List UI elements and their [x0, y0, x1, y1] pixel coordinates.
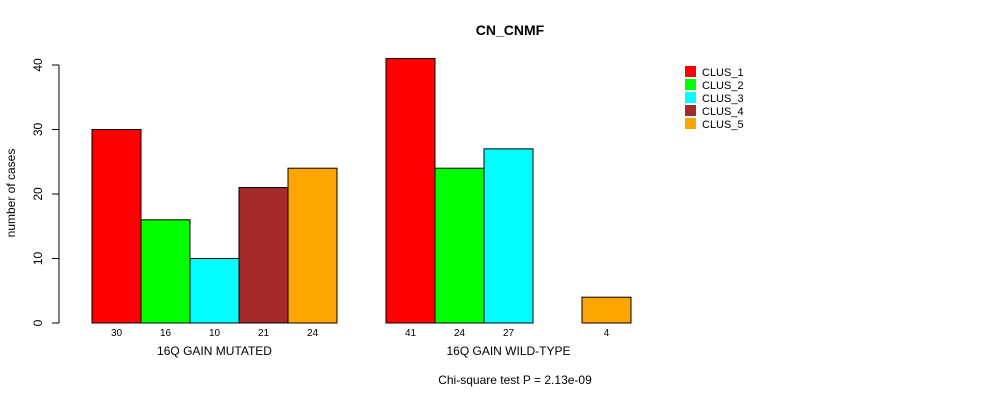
y-axis-label: number of cases: [4, 149, 18, 238]
group-label: 16Q GAIN MUTATED: [157, 344, 272, 358]
bar-value-label: 21: [258, 328, 270, 339]
bars: [91, 58, 632, 324]
legend-swatch: [685, 92, 696, 103]
legend-swatch: [685, 118, 696, 129]
bar-value-label: 10: [209, 328, 221, 339]
bar-value-label: 27: [503, 328, 515, 339]
group-label: 16Q GAIN WILD-TYPE: [446, 344, 570, 358]
bar-clus-5: [581, 296, 632, 324]
y-tick-label: 40: [31, 58, 45, 72]
bar-clus-3: [189, 258, 240, 324]
y-tick-label: 20: [31, 187, 45, 201]
legend-swatch: [685, 66, 696, 77]
y-axis: 0 10 20 30 40: [31, 58, 60, 326]
legend-swatch: [685, 79, 696, 90]
chart-title: CN_CNMF: [476, 22, 545, 38]
bar-clus-5: [287, 167, 338, 324]
chi-square-footnote: Chi-square test P = 2.13e-09: [438, 373, 592, 387]
bar-value-label: 30: [111, 328, 123, 339]
y-tick-label: 30: [31, 123, 45, 137]
bar-clus-1: [385, 58, 436, 324]
bar-clus-3: [483, 148, 534, 324]
legend-swatch: [685, 105, 696, 116]
bar-value-label: 24: [454, 328, 466, 339]
bar-value-label: 41: [405, 328, 417, 339]
legend-label: CLUS_5: [702, 119, 744, 131]
bar-value-label: 16: [160, 328, 172, 339]
y-tick-label: 0: [31, 319, 45, 326]
bar-clus-2: [140, 219, 191, 324]
legend-label: CLUS_3: [702, 93, 744, 105]
bar-clus-2: [434, 167, 485, 324]
bar-clus-4: [238, 187, 289, 324]
y-tick-label: 10: [31, 252, 45, 266]
group-labels: 16Q GAIN MUTATED 16Q GAIN WILD-TYPE: [157, 344, 570, 358]
bar-value-label: 4: [604, 328, 610, 339]
legend-label: CLUS_2: [702, 80, 744, 92]
legend-label: CLUS_1: [702, 67, 744, 79]
bar-clus-1: [91, 129, 142, 324]
legend-label: CLUS_4: [702, 106, 744, 118]
bar-value-label: 24: [307, 328, 319, 339]
value-labels: 30 16 10 21 24 41 24 27 4: [111, 328, 610, 339]
